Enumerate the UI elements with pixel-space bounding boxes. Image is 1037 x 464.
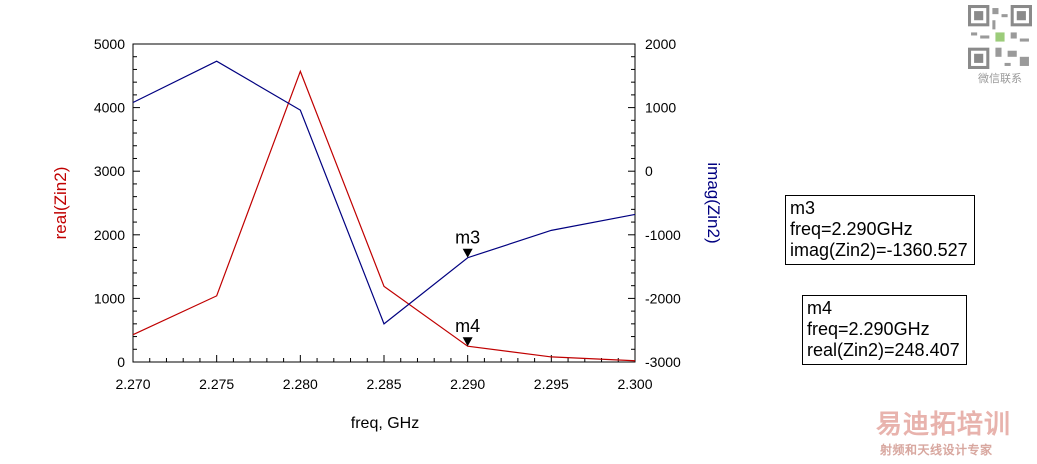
marker-readout-name: m4 <box>807 298 833 318</box>
marker-triangle-m3 <box>462 248 473 258</box>
marker-glyphs: m3 m4 <box>455 228 480 347</box>
marker-readout-freq: freq=2.290GHz <box>790 219 913 239</box>
left-tick-label: 1000 <box>94 290 125 306</box>
marker-readout-name: m3 <box>790 198 816 218</box>
x-tick-label: 2.300 <box>617 376 652 392</box>
x-tick-label: 2.275 <box>199 376 234 392</box>
marker-label-m4: m4 <box>455 316 480 336</box>
series-line-real-zin2 <box>132 69 636 362</box>
x-tick-label: 2.295 <box>534 376 569 392</box>
right-tick-label: -2000 <box>645 290 681 306</box>
right-y-axis-label: imag(Zin2) <box>704 162 723 243</box>
series-line-imag-zin2 <box>132 60 636 325</box>
marker-readout-value: imag(Zin2)=-1360.527 <box>790 240 968 260</box>
marker-readout-freq: freq=2.290GHz <box>807 319 930 339</box>
right-y-axis: -3000 -2000 -1000 0 1000 2000 <box>628 36 681 370</box>
marker-triangle-m4 <box>462 337 473 347</box>
right-tick-label: 2000 <box>645 36 676 52</box>
x-tick-label: 2.280 <box>283 376 318 392</box>
x-tick-label: 2.270 <box>115 376 150 392</box>
x-axis-label: freq, GHz <box>351 415 419 432</box>
left-y-axis-label: real(Zin2) <box>51 167 70 240</box>
left-y-axis: 0 1000 2000 3000 4000 5000 <box>94 36 140 370</box>
marker-readout-value: real(Zin2)=248.407 <box>807 340 960 360</box>
marker-label-m3: m3 <box>455 228 480 248</box>
series-lines <box>132 60 636 362</box>
x-tick-label: 2.285 <box>366 376 401 392</box>
left-tick-label: 2000 <box>94 227 125 243</box>
left-tick-label: 5000 <box>94 36 125 52</box>
watermark-logo: 易迪拓培训 <box>876 410 1012 440</box>
qr-code-icon <box>968 5 1032 69</box>
right-tick-label: 0 <box>645 163 653 179</box>
qr-caption: 微信联系 <box>978 72 1022 85</box>
marker-readout-m4[interactable]: m4 freq=2.290GHz real(Zin2)=248.407 <box>802 295 967 365</box>
left-tick-label: 4000 <box>94 100 125 116</box>
right-tick-label: 1000 <box>645 100 676 116</box>
plot-frame <box>132 43 636 363</box>
x-tick-label: 2.290 <box>450 376 485 392</box>
left-tick-label: 0 <box>117 354 125 370</box>
x-axis: 2.270 2.275 2.280 2.285 2.290 2.295 2.300 <box>115 355 653 392</box>
right-tick-label: -3000 <box>645 354 681 370</box>
marker-readout-m3[interactable]: m3 freq=2.290GHz imag(Zin2)=-1360.527 <box>785 195 975 265</box>
right-tick-label: -1000 <box>645 227 681 243</box>
watermark-tagline: 射频和天线设计专家 <box>880 443 993 457</box>
plot-border <box>132 43 636 363</box>
left-tick-label: 3000 <box>94 163 125 179</box>
